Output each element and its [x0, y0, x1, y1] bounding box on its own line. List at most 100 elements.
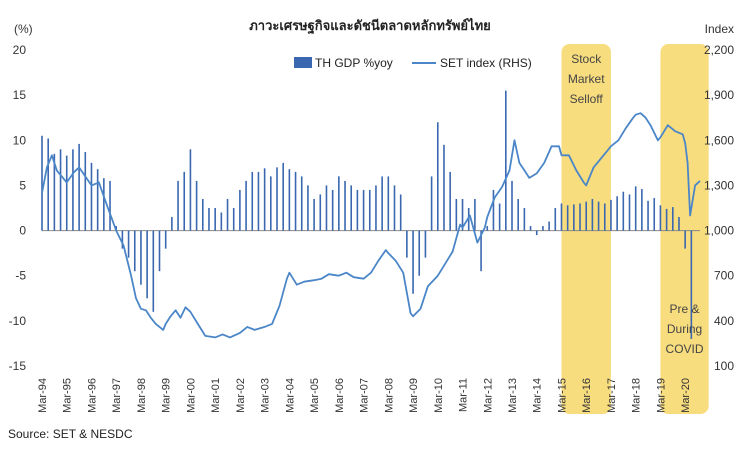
x-tick-label: Mar-00 [185, 378, 197, 413]
gdp-bar [579, 203, 581, 231]
x-tick-label: Mar-19 [655, 378, 667, 413]
y-left-tick: -10 [9, 314, 27, 328]
x-tick-label: Mar-07 [359, 378, 371, 413]
anno-covid: COVID [666, 342, 704, 356]
gdp-bar [517, 198, 519, 231]
gdp-bars [41, 90, 693, 339]
gdp-bar [195, 180, 198, 231]
gdp-bar [133, 230, 136, 272]
gdp-bar [492, 189, 495, 231]
gdp-bar [443, 144, 445, 231]
gdp-bar [412, 230, 414, 294]
x-tick-label: Mar-02 [235, 378, 247, 413]
gdp-bar [214, 208, 216, 231]
gdp-bar [467, 208, 470, 231]
gdp-bar [368, 189, 371, 231]
x-tick-label: Mar-09 [408, 378, 420, 413]
x-tick-label: Mar-96 [86, 378, 98, 413]
y-right-tick: 1,600 [704, 133, 734, 147]
gdp-bar [665, 208, 668, 231]
x-tick-label: Mar-98 [136, 378, 148, 413]
gdp-bar [47, 138, 49, 231]
gdp-bar [480, 230, 482, 272]
gdp-bar [300, 176, 303, 231]
gdp-bar [84, 152, 87, 231]
gdp-bar [406, 230, 408, 258]
gdp-bar [529, 226, 532, 231]
y-right-tick: 1,300 [704, 178, 734, 192]
y-right-tick: 700 [714, 269, 734, 283]
gdp-bar [436, 122, 439, 231]
gdp-bar [53, 153, 56, 231]
x-tick-label: Mar-03 [260, 378, 272, 413]
gdp-bar [393, 185, 396, 231]
y-right-label: Index [705, 22, 734, 36]
y-right-tick: 100 [714, 359, 734, 373]
legend-bar-swatch [294, 57, 312, 68]
gdp-bar [307, 185, 309, 231]
anno-selloff: Selloff [570, 92, 604, 106]
gdp-bar [257, 171, 260, 231]
x-tick-label: Mar-99 [161, 378, 173, 413]
gdp-bar [597, 201, 600, 231]
gdp-bar [585, 201, 588, 231]
gdp-bar [548, 221, 550, 231]
y-left-tick: 15 [13, 88, 27, 102]
gdp-bar [90, 162, 93, 231]
x-tick-label: Mar-13 [507, 378, 519, 413]
gdp-bar [523, 208, 526, 231]
gdp-bar [461, 198, 464, 231]
gdp-bar [610, 199, 612, 231]
gdp-bar [498, 203, 501, 231]
gdp-bar [245, 180, 247, 231]
gdp-bar [59, 149, 62, 231]
x-tick-label: Mar-18 [631, 378, 643, 413]
gdp-bar [331, 189, 334, 231]
gdp-bar [183, 171, 186, 231]
gdp-bar [177, 180, 179, 231]
y-right-tick: 2,200 [704, 43, 734, 57]
gdp-bar [671, 207, 674, 231]
x-tick-label: Mar-01 [210, 378, 222, 413]
gdp-bar [622, 191, 625, 231]
x-tick-label: Mar-94 [37, 378, 49, 413]
gdp-bar [338, 176, 340, 231]
gdp-bar [678, 217, 680, 231]
y-left-tick: -15 [9, 359, 27, 373]
gdp-bar [239, 189, 241, 231]
gdp-bar [350, 185, 353, 231]
gdp-bar [288, 169, 291, 231]
gdp-bar [690, 230, 693, 339]
x-tick-label: Mar-14 [532, 378, 544, 413]
gdp-bar [542, 226, 544, 231]
gdp-bar [362, 189, 365, 231]
gdp-bar [387, 176, 390, 231]
anno-covid: Pre & [670, 302, 700, 316]
gdp-bar [653, 198, 656, 231]
gdp-bar [226, 198, 229, 231]
gdp-bar [449, 171, 451, 231]
x-tick-label: Mar-11 [458, 378, 470, 412]
gdp-bar [220, 212, 223, 231]
gdp-bar [140, 230, 142, 285]
x-tick-label: Mar-08 [383, 378, 395, 413]
gdp-bar [146, 230, 148, 299]
source-note: Source: SET & NESDC [8, 427, 133, 441]
gdp-bar [41, 135, 43, 231]
y-left-label: (%) [14, 22, 33, 36]
gdp-bar [103, 178, 105, 231]
gdp-bar [560, 203, 563, 231]
gdp-bar [127, 230, 130, 258]
chart-title: ภาวะเศรษฐกิจและดัชนีตลาดหลักทรัพย์ไทย [249, 17, 491, 35]
gdp-bar [474, 198, 476, 231]
x-tick-label: Mar-97 [111, 378, 123, 413]
y-left-tick: 5 [19, 178, 26, 192]
gdp-bar [121, 230, 124, 249]
gdp-bar [486, 226, 489, 231]
gdp-bar [616, 196, 618, 231]
gdp-bar [325, 185, 328, 231]
gdp-bar [109, 180, 111, 231]
y-right-tick: 1,900 [704, 88, 734, 102]
set-index-path [41, 112, 701, 339]
